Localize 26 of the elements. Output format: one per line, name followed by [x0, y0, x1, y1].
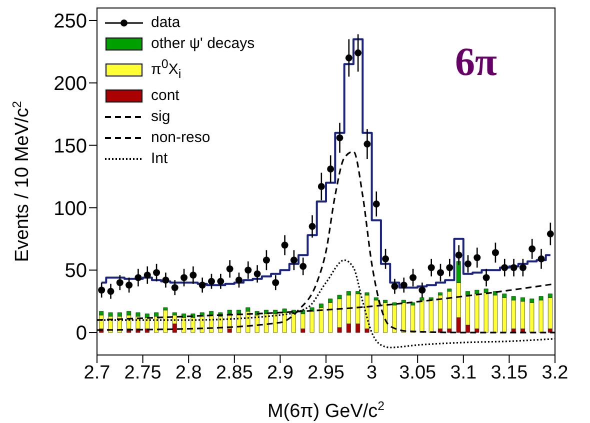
annotation: 6π: [455, 38, 497, 85]
x-tick-label: 3: [366, 362, 378, 384]
x-tick-label: 3.1: [450, 362, 477, 384]
y-tick-label: 150: [54, 135, 87, 158]
x-tick-label: 3.2: [542, 362, 568, 384]
legend-label: Int: [151, 149, 168, 169]
x-tick-label: 2.9: [266, 362, 294, 384]
x-tick-label: 3.05: [399, 362, 436, 384]
y-tick-label: 50: [64, 260, 87, 282]
x-tick-label: 2.8: [175, 362, 202, 384]
y-tick-label: 100: [54, 198, 87, 220]
legend-label: non-reso: [151, 128, 210, 148]
y-tick-label: 200: [54, 72, 87, 95]
legend-label: π$^{0}$X$_{i}$: [151, 56, 182, 83]
x-tick-label: 3.15: [490, 362, 528, 384]
x-tick-label: 2.85: [216, 362, 253, 384]
x-tick-label: 2.95: [308, 362, 344, 384]
legend-label: sig: [151, 107, 170, 127]
x-tick-label: 2.75: [124, 362, 162, 384]
y-tick-label: 250: [54, 10, 87, 33]
legend-label: other ψ' decays: [151, 34, 255, 54]
legend-label: data: [151, 13, 180, 33]
y-tick-label: 0: [76, 322, 87, 345]
legend-label: cont: [151, 86, 180, 106]
x-axis-title: M(6π) GeV/c$^{2}$: [267, 399, 385, 422]
x-tick-label: 2.7: [84, 362, 110, 384]
